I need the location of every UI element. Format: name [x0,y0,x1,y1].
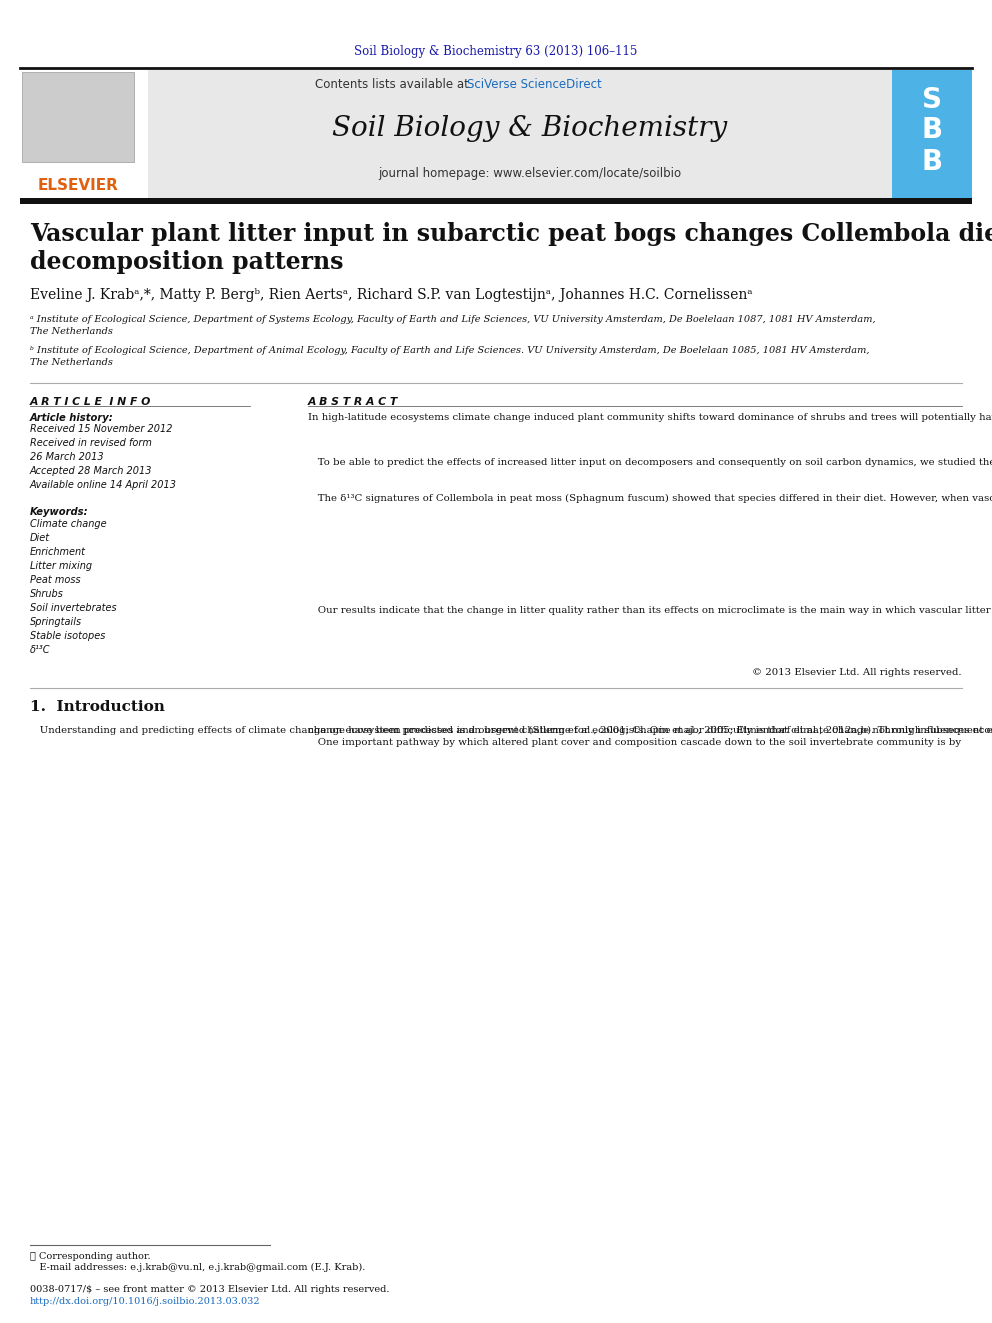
Text: Understanding and predicting effects of climate change on ecosystem processes is: Understanding and predicting effects of … [30,726,992,736]
Text: SciVerse ScienceDirect: SciVerse ScienceDirect [467,78,602,90]
Text: Received 15 November 2012
Received in revised form
26 March 2013
Accepted 28 Mar: Received 15 November 2012 Received in re… [30,423,177,490]
Text: 1.  Introduction: 1. Introduction [30,700,165,714]
Text: Soil Biology & Biochemistry 63 (2013) 106–115: Soil Biology & Biochemistry 63 (2013) 10… [354,45,638,58]
Text: 0038-0717/$ – see front matter © 2013 Elsevier Ltd. All rights reserved.: 0038-0717/$ – see front matter © 2013 El… [30,1285,390,1294]
Text: Article history:: Article history: [30,413,114,423]
FancyBboxPatch shape [892,70,972,198]
Text: ᵇ Institute of Ecological Science, Department of Animal Ecology, Faculty of Eart: ᵇ Institute of Ecological Science, Depar… [30,347,870,368]
Text: In high-latitude ecosystems climate change induced plant community shifts toward: In high-latitude ecosystems climate chan… [308,413,992,422]
Text: http://dx.doi.org/10.1016/j.soilbio.2013.03.032: http://dx.doi.org/10.1016/j.soilbio.2013… [30,1297,261,1306]
Text: Climate change
Diet
Enrichment
Litter mixing
Peat moss
Shrubs
Soil invertebrates: Climate change Diet Enrichment Litter mi… [30,519,117,655]
Text: ELSEVIER: ELSEVIER [38,177,118,193]
FancyBboxPatch shape [20,70,148,198]
Text: Keywords:: Keywords: [30,507,88,517]
Text: © 2013 Elsevier Ltd. All rights reserved.: © 2013 Elsevier Ltd. All rights reserved… [752,668,962,677]
Text: B: B [922,148,942,176]
Text: A B S T R A C T: A B S T R A C T [308,397,398,407]
Text: change have been predicted and observed (Sturm et al., 2001; Chapin et al., 2005: change have been predicted and observed … [308,726,992,747]
Text: S: S [922,86,942,114]
Text: Our results indicate that the change in litter quality rather than its effects o: Our results indicate that the change in … [308,606,992,615]
Text: B: B [922,116,942,144]
Text: A R T I C L E  I N F O: A R T I C L E I N F O [30,397,152,407]
Text: ᵃ Institute of Ecological Science, Department of Systems Ecology, Faculty of Ear: ᵃ Institute of Ecological Science, Depar… [30,315,876,336]
FancyBboxPatch shape [22,71,134,161]
Text: The δ¹³C signatures of Collembola in peat moss (Sphagnum fuscum) showed that spe: The δ¹³C signatures of Collembola in pea… [308,493,992,503]
Text: Contents lists available at: Contents lists available at [315,78,472,90]
FancyBboxPatch shape [20,198,972,204]
Text: Soil Biology & Biochemistry: Soil Biology & Biochemistry [332,115,727,142]
Text: decomposition patterns: decomposition patterns [30,250,343,274]
Text: To be able to predict the effects of increased litter input on decomposers and c: To be able to predict the effects of inc… [308,458,992,467]
Text: Eveline J. Krabᵃ,*, Matty P. Bergᵇ, Rien Aertsᵃ, Richard S.P. van Logtestijnᵃ, J: Eveline J. Krabᵃ,*, Matty P. Bergᵇ, Rien… [30,288,753,302]
Text: journal homepage: www.elsevier.com/locate/soilbio: journal homepage: www.elsevier.com/locat… [378,167,682,180]
Text: Vascular plant litter input in subarctic peat bogs changes Collembola diets and: Vascular plant litter input in subarctic… [30,222,992,246]
FancyBboxPatch shape [148,70,892,198]
Text: E-mail addresses: e.j.krab@vu.nl, e.j.krab@gmail.com (E.J. Krab).: E-mail addresses: e.j.krab@vu.nl, e.j.kr… [30,1263,365,1273]
Text: ★ Corresponding author.: ★ Corresponding author. [30,1252,151,1261]
